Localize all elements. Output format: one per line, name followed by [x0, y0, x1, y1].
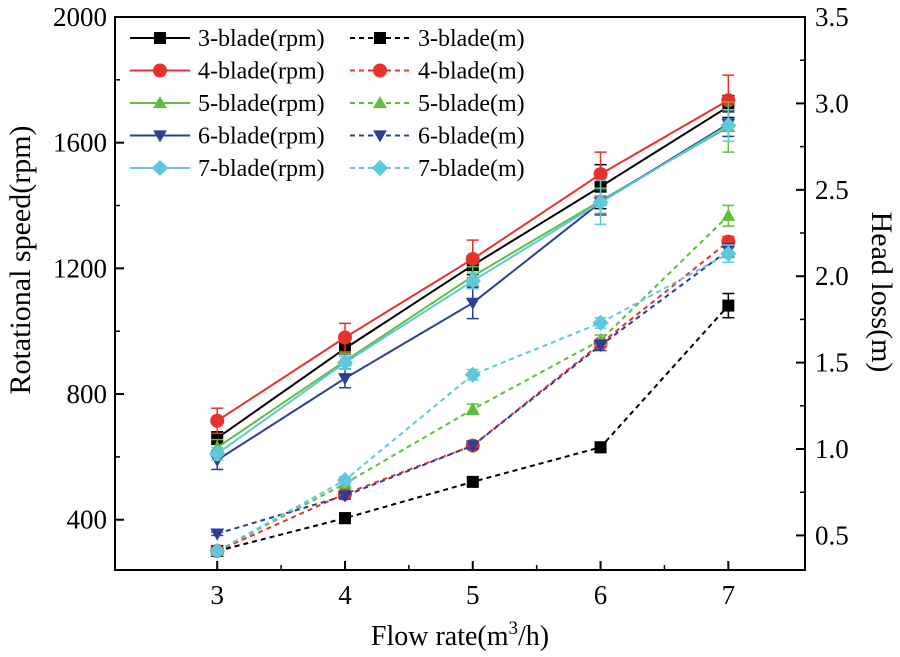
data-point — [465, 440, 480, 453]
data-point — [722, 299, 735, 312]
series-line — [216, 240, 729, 552]
data-point — [720, 245, 737, 262]
legend-entry: 5-blade(m) — [350, 91, 525, 117]
y-tick-label: 400 — [67, 505, 108, 535]
y2-tick-label: 1.0 — [815, 434, 849, 464]
data-point — [338, 330, 352, 345]
data-point — [338, 373, 352, 386]
data-point — [336, 354, 354, 371]
data-point — [464, 272, 481, 290]
x-tick-label: 6 — [594, 580, 608, 610]
legend-label: 3-blade(m) — [418, 26, 525, 52]
legend-entry: 5-blade(rpm) — [130, 91, 325, 117]
y2-tick-label: 3.5 — [815, 2, 849, 32]
data-point — [338, 490, 352, 503]
legend-swatch-marker — [153, 130, 167, 143]
y2-tick-label: 0.5 — [815, 520, 849, 550]
series-4-blade-rpm — [210, 74, 736, 435]
data-point — [466, 475, 479, 488]
legend-entry: 3-blade(rpm) — [130, 26, 325, 52]
data-point — [464, 366, 481, 383]
data-point — [593, 340, 608, 353]
legend-entry: 6-blade(m) — [350, 124, 525, 150]
y2-tick-label: 2.0 — [815, 261, 849, 291]
y-tick-label: 1600 — [53, 128, 107, 158]
series-layer — [209, 74, 737, 560]
legend-label: 3-blade(rpm) — [198, 26, 325, 52]
legend-label: 6-blade(m) — [418, 124, 525, 150]
data-point — [209, 445, 226, 462]
series-7-blade-m — [209, 244, 737, 560]
legend-label: 6-blade(rpm) — [198, 124, 325, 150]
legend-entry: 3-blade(m) — [350, 26, 525, 52]
y-tick-label: 1200 — [53, 253, 107, 283]
legend-swatch-marker — [374, 32, 386, 44]
data-point — [594, 441, 607, 454]
legend-entry: 4-blade(rpm) — [130, 59, 325, 85]
data-point — [336, 472, 354, 489]
legend-entry: 7-blade(rpm) — [130, 156, 325, 182]
legend-swatch-marker — [373, 63, 387, 78]
legend-label: 5-blade(m) — [418, 91, 525, 117]
legend-swatch-marker — [373, 96, 387, 109]
legend-entry: 7-blade(m) — [350, 156, 525, 182]
series-line — [216, 252, 729, 552]
series-3-blade-m — [211, 292, 735, 557]
y2-axis-label: Head loss(m) — [865, 212, 898, 373]
x-axis-label-tail: /h) — [518, 621, 549, 652]
x-tick-label: 3 — [210, 580, 224, 610]
data-point — [465, 251, 480, 266]
y2-tick-label: 2.5 — [815, 175, 849, 205]
y2-tick-label: 3.0 — [815, 88, 849, 118]
data-point — [592, 314, 609, 331]
data-point — [209, 542, 226, 560]
data-point — [211, 432, 224, 445]
legend-entry: 6-blade(rpm) — [130, 124, 325, 150]
data-point — [593, 167, 608, 182]
legend-swatch-marker — [371, 159, 389, 177]
legend-entry: 4-blade(m) — [350, 59, 525, 85]
legend-label: 7-blade(rpm) — [198, 156, 325, 182]
legend-swatch-marker — [153, 63, 167, 78]
series-line — [216, 304, 730, 552]
x-axis-label: Flow rate(m3/h) — [371, 618, 549, 652]
x-tick-label: 5 — [466, 580, 480, 610]
legend-swatch-marker — [373, 130, 387, 143]
legend-label: 7-blade(m) — [418, 156, 525, 182]
legend-swatch-marker — [154, 32, 166, 44]
series-7-blade-rpm — [209, 108, 737, 462]
data-point — [592, 194, 609, 211]
y-tick-label: 800 — [67, 379, 108, 409]
y2-tick-label: 1.5 — [815, 348, 849, 378]
legend-label: 5-blade(rpm) — [198, 91, 325, 117]
data-point — [339, 512, 351, 525]
legend-label: 4-blade(rpm) — [198, 59, 325, 85]
x-tick-label: 4 — [338, 580, 352, 610]
legend: 3-blade(rpm) 3-blade(m) 4-blade(rpm) 4-blad… — [130, 26, 525, 182]
data-point — [210, 413, 225, 428]
data-point — [465, 402, 480, 415]
x-tick-label: 7 — [722, 580, 736, 610]
legend-swatch-marker — [151, 159, 169, 177]
legend-swatch-marker — [153, 96, 167, 109]
data-point — [210, 528, 225, 541]
data-point — [465, 297, 480, 310]
x-axis-label-sup: 3 — [509, 618, 519, 639]
data-point — [721, 208, 736, 221]
axes-layer: 3 4 5 6 7 400 800 1200 1600 2000 0.5 1.0 1.5 2.0 2.5 3.… — [53, 2, 849, 610]
y-tick-label: 2000 — [53, 2, 107, 32]
data-point — [721, 93, 736, 108]
y-axis-label: Rotational speed(rpm) — [4, 125, 37, 394]
data-point — [720, 117, 737, 134]
x-axis-label-main: Flow rate(m — [371, 621, 509, 652]
plot-frame — [114, 16, 806, 571]
legend-label: 4-blade(m) — [418, 59, 525, 85]
